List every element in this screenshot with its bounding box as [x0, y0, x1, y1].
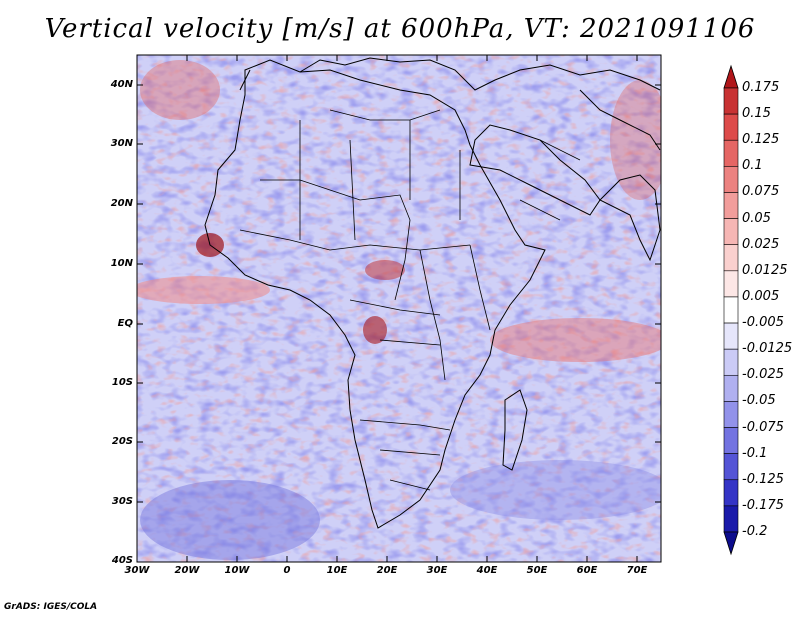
indian-ocean-band	[490, 318, 661, 362]
lat-label-40s: 40S	[111, 555, 133, 566]
lon-label-30w: 30W	[124, 565, 150, 576]
colorbar-label: 0.1	[742, 158, 763, 174]
colorbar-label: -0.0125	[742, 341, 793, 357]
colorbar-swatch	[723, 296, 739, 324]
colorbar-swatch	[723, 244, 739, 272]
lon-label-0: 0	[283, 565, 291, 576]
colorbar-swatch	[723, 505, 739, 533]
colorbar-label: -0.125	[742, 471, 784, 487]
colorbar-swatch	[723, 348, 739, 376]
colorbar-swatch	[723, 427, 739, 454]
lon-label-40e: 40E	[476, 565, 498, 576]
lon-label-60e: 60E	[576, 565, 598, 576]
velocity-field	[137, 55, 661, 562]
colorbar-min-arrow	[723, 531, 739, 556]
itcz-band-atlantic	[137, 276, 270, 304]
lon-label-20w: 20W	[174, 565, 200, 576]
colorbar-label: -0.075	[742, 419, 784, 435]
colorbar-swatch	[723, 113, 739, 141]
colorbar-label: -0.1	[742, 445, 768, 461]
lon-label-10w: 10W	[224, 565, 250, 576]
colorbar-label: 0.075	[742, 184, 780, 200]
colorbar-label: 0.0125	[742, 262, 788, 278]
plot-frame	[136, 54, 662, 563]
colorbar-label: 0.025	[742, 236, 780, 252]
colorbar-swatch	[723, 87, 739, 115]
lon-ticks	[186, 55, 638, 562]
colorbar-label: 0.15	[742, 106, 771, 122]
colorbar-label: -0.2	[742, 524, 768, 539]
colorbar-swatch	[723, 218, 739, 246]
colorbar	[723, 64, 739, 556]
colorbar-label: -0.025	[742, 367, 784, 383]
lat-label-20s: 20S	[111, 436, 133, 447]
colorbar-swatch	[723, 270, 739, 298]
lon-label-70e: 70E	[626, 565, 648, 576]
north-atlantic-ascent	[140, 60, 220, 120]
field-ascent-noise	[137, 55, 661, 562]
country-borders	[239, 109, 581, 491]
sahel-ascent	[365, 260, 405, 280]
lat-label-30n: 30N	[110, 138, 133, 149]
lat-label-10s: 10S	[111, 377, 133, 388]
lat-label-eq: EQ	[117, 318, 133, 329]
colorbar-swatch	[723, 139, 739, 167]
lon-label-30e: 30E	[426, 565, 448, 576]
colorbar-label: -0.05	[742, 393, 776, 409]
colorbar-label: -0.005	[742, 315, 784, 331]
colorbar-label: -0.175	[742, 497, 784, 513]
colorbar-swatch	[723, 192, 739, 219]
grads-credit: GrADS: IGES/COLA	[4, 602, 98, 612]
colorbar-swatch	[723, 322, 739, 350]
lat-ticks	[137, 84, 661, 503]
lat-label-10n: 10N	[110, 258, 133, 269]
south-atlantic-descent	[140, 480, 320, 560]
lat-label-30s: 30S	[111, 496, 133, 507]
colorbar-label: 0.005	[742, 288, 780, 304]
colorbar-swatch	[723, 401, 739, 428]
india-ascent	[610, 80, 661, 200]
colorbar-swatch	[723, 453, 739, 481]
lat-label-40n: 40N	[110, 79, 133, 90]
colorbar-swatch	[723, 374, 739, 402]
congo-ascent	[363, 316, 387, 344]
colorbar-label: 0.175	[742, 80, 780, 95]
south-indian-descent	[450, 460, 661, 520]
coastlines	[204, 57, 661, 529]
colorbar-swatch	[723, 166, 739, 193]
chart-title: Vertical velocity [m/s] at 600hPa, VT: 2…	[44, 14, 756, 44]
lon-label-50e: 50E	[526, 565, 548, 576]
lon-label-20e: 20E	[376, 565, 398, 576]
colorbar-swatch	[723, 479, 739, 507]
lon-label-10e: 10E	[326, 565, 348, 576]
colorbar-label: 0.05	[742, 210, 771, 226]
colorbar-max-arrow	[723, 64, 739, 89]
colorbar-label: 0.125	[742, 132, 780, 148]
lat-label-20n: 20N	[110, 198, 133, 209]
